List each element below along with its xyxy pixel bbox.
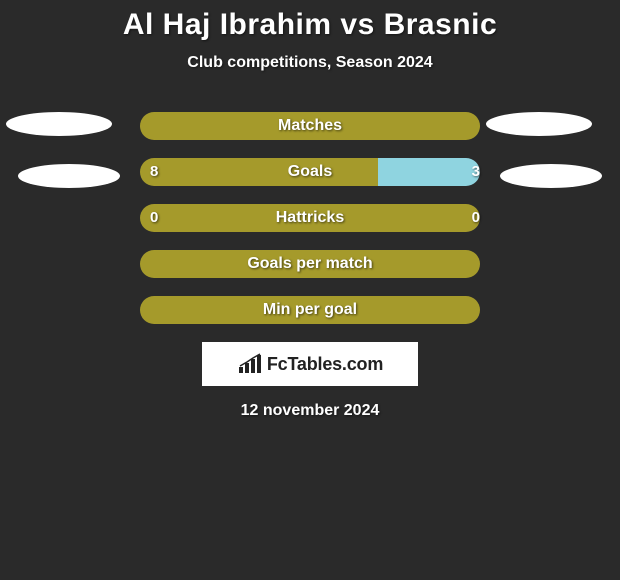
bar-fill-right [378,158,480,186]
bar-fill-left [140,296,480,324]
bar-track [140,296,480,324]
subtitle: Club competitions, Season 2024 [0,54,620,72]
bar-track [140,204,480,232]
bar-fill-left [140,112,480,140]
logo-text: FcTables.com [267,354,383,375]
bar-fill-left [140,250,480,278]
stat-row: Goals per match [0,250,620,278]
stat-row: Matches [0,112,620,140]
stat-row: Hattricks00 [0,204,620,232]
page-title: Al Haj Ibrahim vs Brasnic [0,8,620,42]
logo-box: FcTables.com [202,342,418,386]
stat-row: Goals83 [0,158,620,186]
stat-rows: Matches Goals83 Hattricks00 Goals per match… [0,112,620,324]
bar-track [140,112,480,140]
date-label: 12 november 2024 [0,402,620,420]
comparison-card: Al Haj Ibrahim vs Brasnic Club competiti… [0,0,620,420]
bar-fill-left [140,158,378,186]
stat-row: Min per goal [0,296,620,324]
bar-fill-left [140,204,480,232]
bar-track [140,158,480,186]
bars-icon [237,353,265,375]
bar-track [140,250,480,278]
logo: FcTables.com [237,353,383,375]
